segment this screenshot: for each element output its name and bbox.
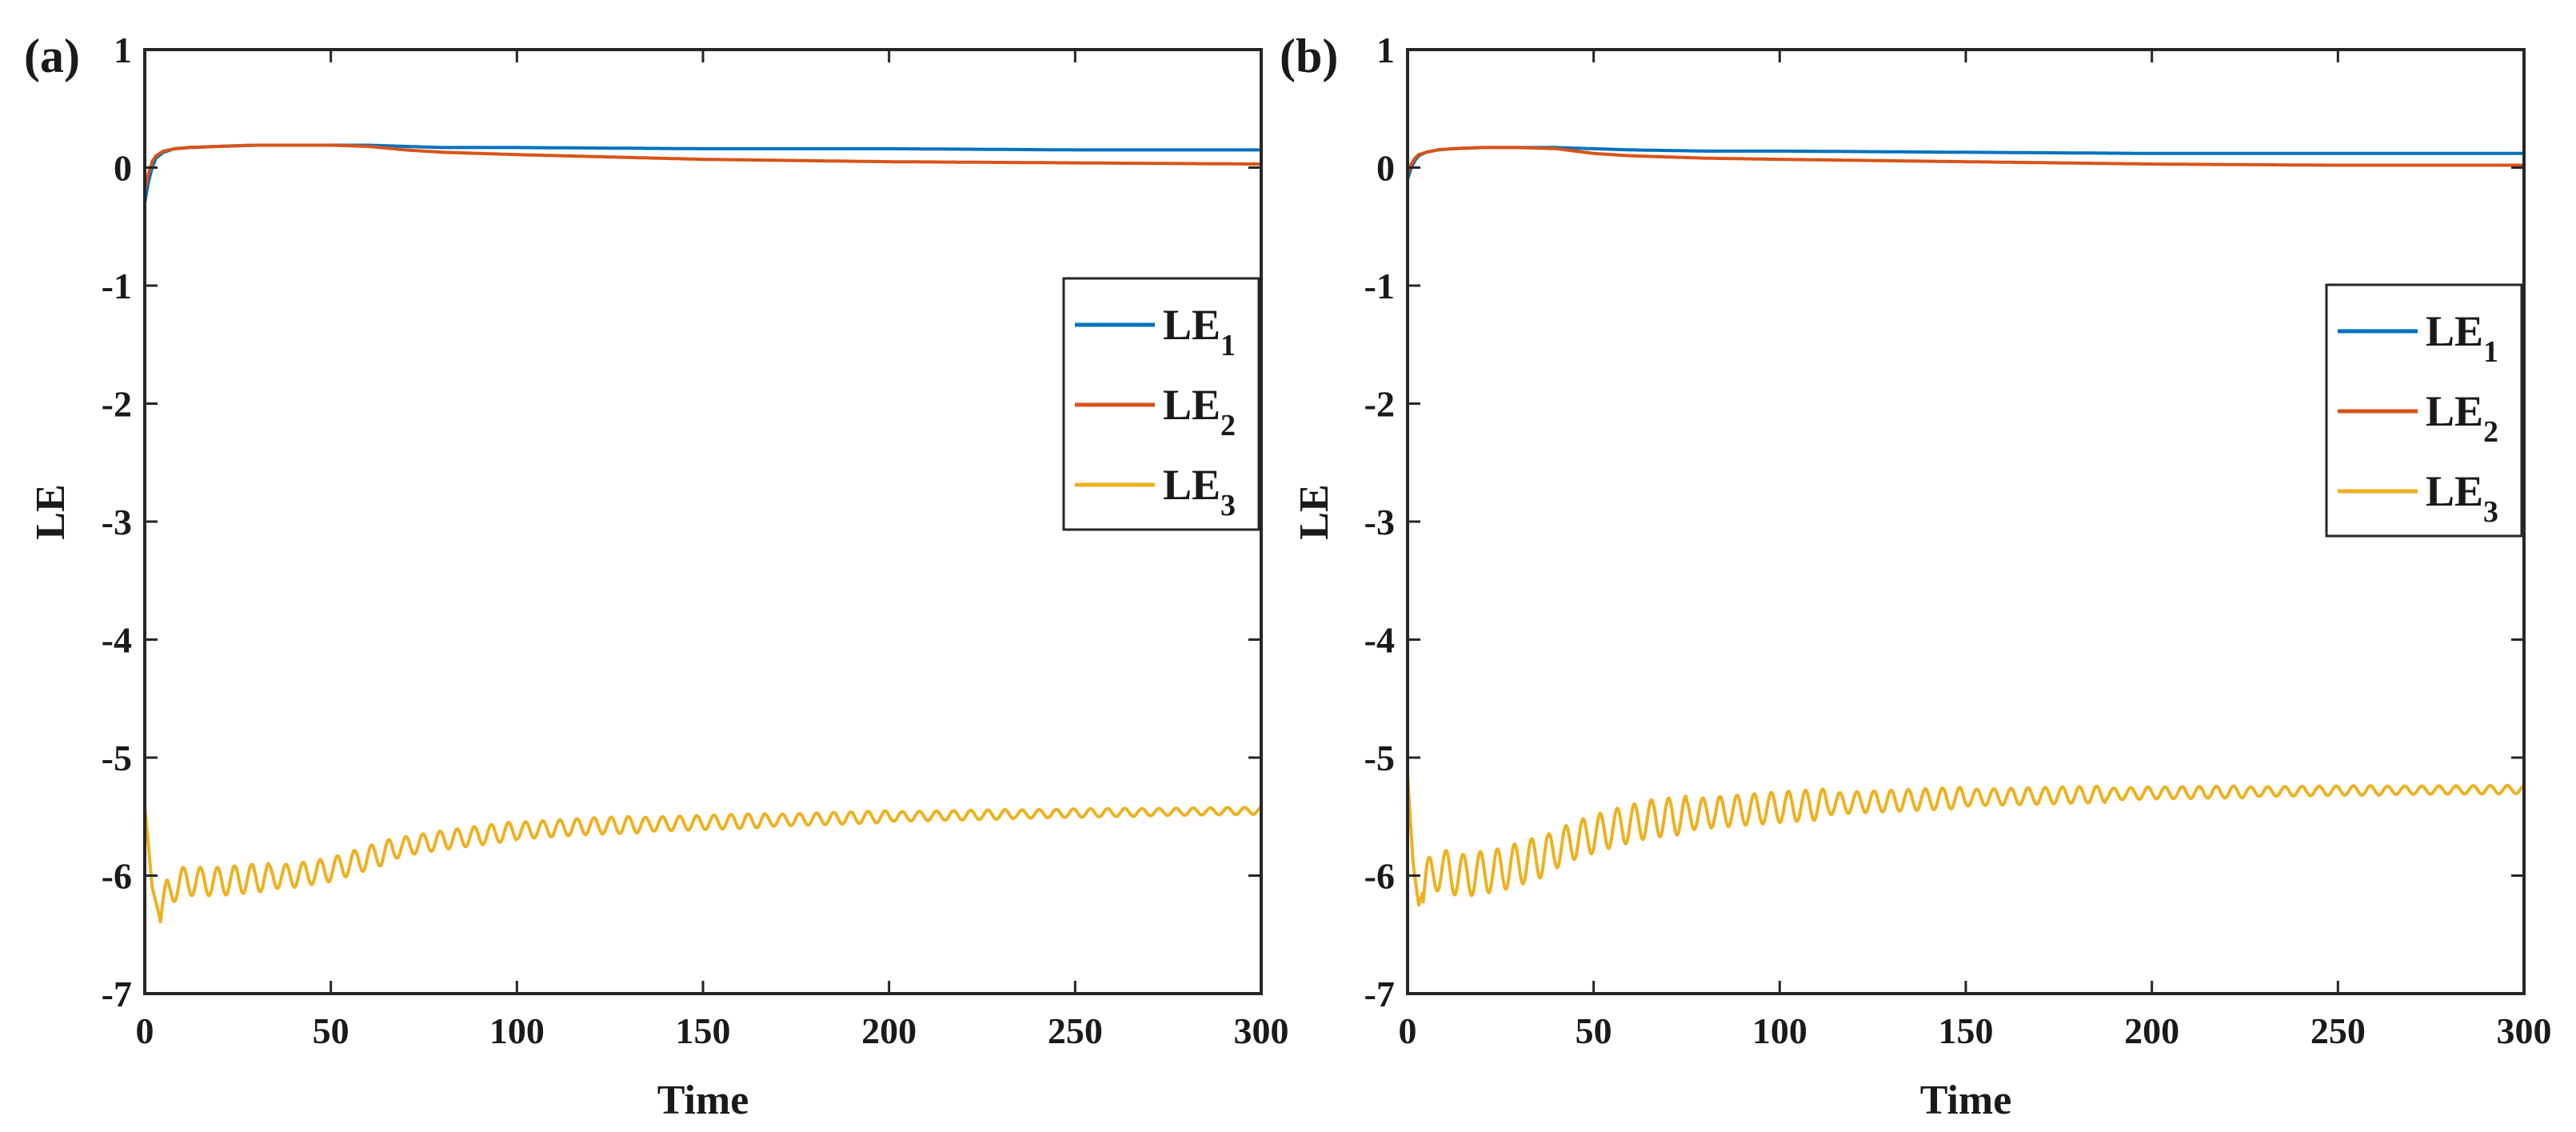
panel-a-x-tick-label: 100 xyxy=(489,1010,545,1051)
panel-b-x-tick-label: 250 xyxy=(2310,1010,2366,1051)
panel-a-axes-frame xyxy=(143,48,1263,995)
panel-a-x-tick-label: 0 xyxy=(136,1010,154,1051)
panel-a-y-tick-label: -3 xyxy=(102,502,132,542)
panel-b-y-tick-label: -6 xyxy=(1364,856,1395,897)
panel-a-x-tick-label: 200 xyxy=(861,1010,917,1051)
panel-b-ticks: 0 50 100 150 200 250 300 -7 -6 -5 -4 -3 -2 -1 0 1 xyxy=(1364,30,2552,1051)
panel-a-ticks: 0 50 100 150 200 250 300 -7 -6 -5 -4 -3 -2 -1 0 1 xyxy=(102,30,1289,1051)
panel-b-plot xyxy=(1406,146,2526,907)
panel-b-y-axis-label: LE xyxy=(1292,484,1337,539)
panel-b-y-tick-label: 1 xyxy=(1376,30,1395,70)
panel-a-y-axis-label: LE xyxy=(28,484,74,539)
panel-b-y-tick-label: -5 xyxy=(1364,738,1395,778)
panel-a-x-tick-label: 50 xyxy=(313,1010,349,1051)
panel-b-x-tick-label: 0 xyxy=(1399,1010,1417,1051)
panel-b-x-axis-label: Time xyxy=(1920,1078,2012,1123)
panel-b-x-tick-label: 150 xyxy=(1939,1010,1994,1051)
panel-a-y-tick-label: 1 xyxy=(114,30,132,70)
panel-b-series-le1-line xyxy=(1406,146,2524,180)
panel-a-x-tick-label: 250 xyxy=(1048,1010,1103,1051)
panel-b-axes-frame xyxy=(1406,48,2526,995)
panel-a-x-tick-label: 150 xyxy=(676,1010,731,1051)
panel-b-x-tick-label: 100 xyxy=(1752,1010,1807,1051)
panel-b-series-le3-line xyxy=(1406,774,2526,907)
panel-a-series-le3-line xyxy=(143,804,1263,924)
panel-a-axes xyxy=(143,48,1263,995)
panel-b-series-le2-line xyxy=(1406,146,2524,174)
panel-b: (b) 0 50 100 150 200 250 300 -7 -6 -5 -4 -3 -2 -1 0 1 T… xyxy=(1280,30,2552,1123)
panel-b-y-tick-label: 0 xyxy=(1376,148,1395,189)
panel-a-plot xyxy=(143,143,1263,924)
panel-b-axes xyxy=(1406,48,2526,995)
panel-b-y-tick-label: -3 xyxy=(1364,502,1395,542)
panel-a-x-axis-label: Time xyxy=(657,1078,749,1123)
panel-b-y-tick-label: -7 xyxy=(1364,974,1395,1014)
panel-label-b: (b) xyxy=(1280,30,1338,82)
panel-a-y-tick-label: -5 xyxy=(102,738,132,778)
panel-a-x-tick-label: 300 xyxy=(1234,1010,1289,1051)
panel-b-y-tick-label: -1 xyxy=(1364,266,1395,306)
panel-a-y-tick-label: -7 xyxy=(102,974,132,1014)
panel-b-y-tick-label: -2 xyxy=(1364,384,1395,425)
panel-b-y-tick-label: -4 xyxy=(1364,620,1395,661)
panel-a-y-tick-label: -4 xyxy=(102,620,132,661)
panel-a-y-tick-label: -2 xyxy=(102,384,132,425)
panel-a-series-le2-line xyxy=(143,143,1261,192)
panel-a-y-tick-label: -1 xyxy=(102,266,132,306)
panel-b-x-tick-label: 200 xyxy=(2124,1010,2179,1051)
panel-a: (a) 0 50 100 150 200 250 300 -7 -6 -5 -4 -3 -2 -1 0 1 T… xyxy=(24,30,1289,1123)
panel-a-y-tick-label: 0 xyxy=(114,148,132,189)
panel-label-a: (a) xyxy=(24,30,80,82)
panel-b-x-tick-label: 50 xyxy=(1576,1010,1612,1051)
panel-a-y-tick-label: -6 xyxy=(102,856,132,897)
panel-b-x-tick-label: 300 xyxy=(2497,1010,2552,1051)
